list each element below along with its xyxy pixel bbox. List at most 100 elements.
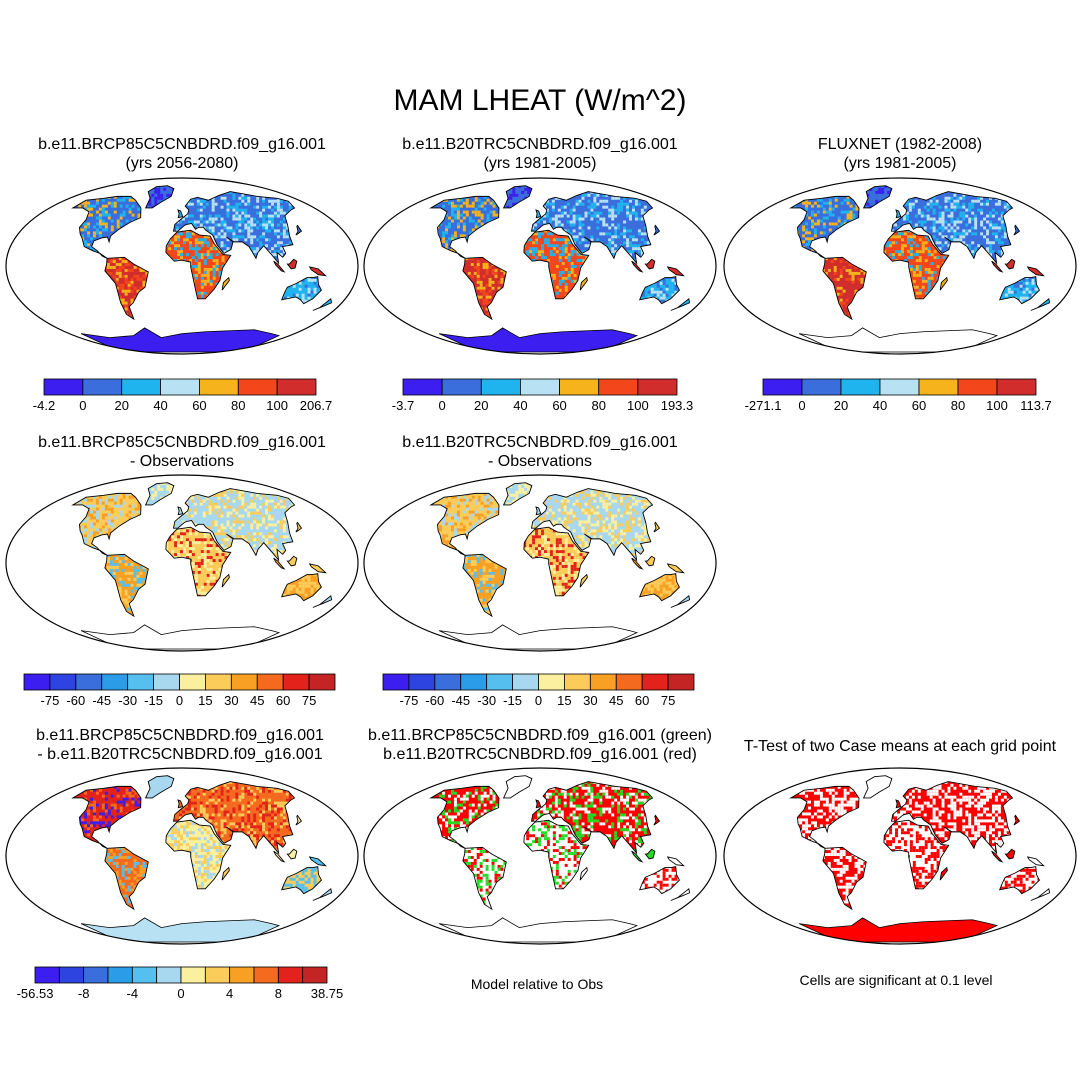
panel-6-title-line1: b.e11.BRCP85C5CNBDRD.f09_g16.001 [36,727,324,744]
colorbar-swatch [302,966,328,984]
colorbar-tick-label: 40 [873,398,887,413]
panel-7-title-line2: b.e11.B20TRC5CNBDRD.f09_g16.001 (red) [383,746,697,763]
colorbar-swatch [204,966,231,984]
colorbar-swatch [82,378,123,396]
colorbar-tick-label: 80 [231,398,245,413]
panel-2-title: b.e11.B20TRC5CNBDRD.f09_g16.001 (yrs 198… [402,135,677,173]
panel-5-title-line2: - Observations [487,453,593,470]
panel-8-note: Cells are significant at 0.1 level [799,972,993,988]
colorbar-swatch [801,378,842,396]
colorbar-swatch [382,673,410,691]
colorbar-swatch [598,378,639,396]
colorbar-swatch [276,378,317,396]
panel-3-title: FLUXNET (1982-2008) (yrs 1981-2005) [818,135,982,173]
colorbar-tick-label: -4 [127,986,139,1001]
land-britain [535,799,541,808]
panel-4-title: b.e11.BRCP85C5CNBDRD.f09_g16.001 - Obser… [38,433,326,471]
colorbar-swatch [840,378,881,396]
panel-1-title: b.e11.BRCP85C5CNBDRD.f09_g16.001 (yrs 20… [38,135,326,173]
colorbar-swatch [996,378,1037,396]
colorbar-tick-label: 100 [266,398,288,413]
colorbar-tick-label: 0 [177,986,184,1001]
colorbar-swatch [512,673,539,691]
land-newguinea [667,856,684,866]
colorbar-tick-label: 60 [276,693,290,708]
colorbar-tick-label: -75 [41,693,60,708]
panel-1-title-line2: (yrs 2056-2080) [125,155,239,172]
colorbar-tick-label: 60 [912,398,926,413]
colorbar-swatch [156,966,182,984]
map-panel-8 [723,767,1077,945]
colorbar-swatch [277,966,304,984]
land-britain [535,506,541,515]
land-britain [177,209,183,218]
colorbar-tick-label: 20 [474,398,488,413]
land-madagascar [580,867,588,881]
panel-3-title-line1: FLUXNET (1982-2008) [817,136,983,153]
map-panel-2 [363,177,717,355]
panel-6-title: b.e11.BRCP85C5CNBDRD.f09_g16.001 - b.e11… [36,726,324,764]
colorbar-swatch [58,966,85,984]
colorbar-tick-label: 75 [302,693,316,708]
colorbar-tick-label: 100 [986,398,1008,413]
colorbar-tick-label: 4 [226,986,233,1001]
colorbar-swatch [564,673,591,691]
colorbar-swatch [957,378,998,396]
colorbar-tick-label: 0 [439,398,446,413]
colorbar-swatch [480,378,521,396]
panel-8-title: T-Test of two Case means at each grid po… [744,737,1056,756]
panel-6-title-line2: - b.e11.B20TRC5CNBDRD.f09_g16.001 [37,746,323,763]
colorbar-tick-label: -15 [144,693,163,708]
colorbar-swatch [441,378,482,396]
colorbar-swatch [589,673,617,691]
colorbar-tick-label: -30 [118,693,137,708]
colorbar-4: -75 -60 -45 -30 -15 0 15 30 45 60 75 [23,673,336,708]
colorbar-swatch [43,378,84,396]
colorbar-tick-label: -3.7 [392,398,414,413]
colorbar-tick-label: 80 [591,398,605,413]
colorbar-swatch [131,966,158,984]
colorbar-swatch [180,966,206,984]
colorbar-tick-label: 15 [557,693,571,708]
land-greenland [503,775,532,798]
colorbar-tick-label: 45 [250,693,264,708]
land-britain [177,799,183,808]
colorbar-6: -56.53 -8 -4 0 4 8 38.75 [17,966,343,1001]
colorbar-tick-label: -8 [78,986,90,1001]
land-newguinea [309,266,326,276]
colorbar-tick-label: -45 [451,693,470,708]
land-newguinea [667,266,684,276]
land-britain [535,209,541,218]
colorbar-tick-label: 60 [192,398,206,413]
map-panel-3 [723,177,1077,355]
colorbar-tick-label: 15 [198,693,212,708]
land-madagascar [580,574,588,588]
panel-2-title-line1: b.e11.B20TRC5CNBDRD.f09_g16.001 [402,136,678,153]
colorbar-tick-label: 206.7 [300,398,333,413]
panel-7-title-line1: b.e11.BRCP85C5CNBDRD.f09_g16.001 (green) [368,727,712,744]
map-panel-5 [363,474,717,652]
colorbar-tick-label: 193.3 [661,398,694,413]
colorbar-swatch [615,673,643,691]
colorbar-swatch [49,673,77,691]
colorbar-2: -3.7 0 20 40 60 80 100 193.3 [392,378,693,413]
land-newguinea [1027,856,1044,866]
colorbar-swatch [918,378,959,396]
colorbar-swatch [179,673,206,691]
colorbar-1: -4.2 0 20 40 60 80 100 206.7 [33,378,332,413]
colorbar-swatch [762,378,803,396]
colorbar-swatch [230,673,258,691]
land-madagascar [580,277,588,291]
colorbar-swatch [229,966,255,984]
land-greenland [145,775,174,798]
colorbar-tick-label: 40 [153,398,167,413]
colorbar-tick-label: 38.75 [311,986,344,1001]
colorbar-swatch [402,378,443,396]
colorbar-tick-label: -75 [400,693,419,708]
colorbar-tick-label: 30 [583,693,597,708]
colorbar-tick-label: 20 [834,398,848,413]
land-greenland [145,185,174,208]
colorbar-swatch [34,966,60,984]
land-newguinea [667,563,684,573]
colorbar-tick-label: 0 [176,693,183,708]
